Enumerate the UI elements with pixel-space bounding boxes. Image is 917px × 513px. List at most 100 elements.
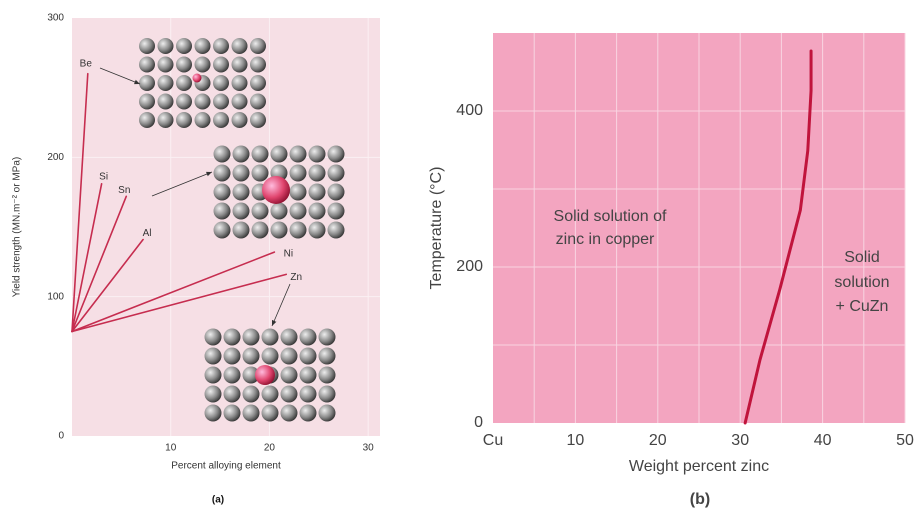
x-tick-label: 30 — [363, 443, 375, 454]
atom — [280, 328, 298, 346]
atom — [289, 145, 307, 163]
x-tick-label: 20 — [649, 432, 667, 449]
atom — [194, 56, 211, 73]
atom — [157, 75, 174, 91]
atom — [299, 404, 317, 422]
x-tick-label: 10 — [567, 432, 585, 449]
atom — [231, 112, 248, 128]
y-tick-label: 0 — [474, 414, 483, 431]
atom — [289, 202, 307, 220]
atom — [327, 145, 345, 163]
atom — [213, 38, 229, 54]
line — [743, 49, 813, 425]
atom — [299, 347, 317, 365]
y-tick-label: 0 — [58, 431, 64, 442]
atom — [213, 93, 229, 110]
atom — [270, 202, 288, 220]
atom — [308, 164, 326, 182]
series-label: Ni — [284, 249, 293, 260]
atom — [270, 145, 288, 163]
atom — [250, 112, 266, 128]
atom — [299, 328, 317, 346]
atom — [213, 56, 229, 73]
atom — [176, 93, 192, 110]
arrow — [99, 67, 141, 85]
atom — [232, 221, 250, 239]
atom — [232, 202, 250, 220]
annotation: solution — [834, 274, 889, 291]
line — [71, 273, 288, 333]
atom — [242, 366, 260, 384]
atom — [231, 75, 248, 91]
y-axis-label: Temperature (°C) — [428, 167, 445, 290]
y-tick-label: 200 — [47, 152, 64, 163]
atom — [232, 164, 250, 182]
atom — [299, 366, 317, 384]
arrow — [271, 283, 291, 327]
annotation: zinc in copper — [556, 231, 655, 248]
atom — [327, 164, 345, 182]
atom — [318, 366, 336, 384]
atom — [157, 112, 174, 128]
atom — [280, 404, 298, 422]
atom — [251, 145, 269, 163]
atom — [308, 145, 326, 163]
atom — [223, 385, 241, 403]
atom — [261, 404, 279, 422]
atom — [242, 328, 260, 346]
atom — [289, 221, 307, 239]
atom — [299, 385, 317, 403]
atom — [261, 347, 279, 365]
atom — [251, 221, 269, 239]
atom — [223, 404, 241, 422]
atom — [223, 328, 241, 346]
atom — [232, 145, 250, 163]
atom — [139, 38, 155, 54]
atom — [280, 366, 298, 384]
line — [71, 72, 89, 333]
atom — [157, 93, 174, 110]
x-tick-label: Cu — [483, 432, 503, 449]
atom — [213, 112, 229, 128]
caption: (b) — [690, 491, 710, 508]
x-tick-label: 10 — [165, 443, 177, 454]
atom — [242, 404, 260, 422]
atom — [213, 202, 231, 220]
line — [71, 195, 128, 333]
solute-atom — [192, 73, 202, 83]
y-axis-label: Yield strength (MN.m⁻² or MPa) — [12, 157, 23, 298]
atom — [261, 385, 279, 403]
atom — [213, 145, 231, 163]
x-tick-label: 20 — [264, 443, 276, 454]
atom — [280, 385, 298, 403]
x-tick-label: 30 — [731, 432, 749, 449]
atom — [139, 56, 155, 73]
atom — [232, 183, 250, 201]
atom — [194, 93, 211, 110]
atom — [194, 112, 211, 128]
atom — [250, 56, 266, 73]
y-tick-label: 100 — [47, 291, 64, 302]
atom — [261, 328, 279, 346]
atom — [213, 183, 231, 201]
series-label: Si — [99, 171, 108, 182]
x-axis-label: Percent alloying element — [171, 461, 281, 472]
atom — [251, 202, 269, 220]
atom — [213, 75, 229, 91]
atom — [204, 404, 222, 422]
atom — [176, 56, 192, 73]
atom — [242, 347, 260, 365]
atom — [231, 38, 248, 54]
annotation: Solid — [844, 249, 880, 266]
atom — [250, 38, 266, 54]
atom — [223, 366, 241, 384]
atom — [204, 385, 222, 403]
panel-b: Cu 10 20 30 40 50 0 200 400 Weight percent zinc Te… — [428, 33, 914, 508]
y-tick-label: 300 — [47, 13, 64, 24]
atom — [308, 202, 326, 220]
atom — [157, 56, 174, 73]
atom — [250, 75, 266, 91]
atom — [289, 164, 307, 182]
